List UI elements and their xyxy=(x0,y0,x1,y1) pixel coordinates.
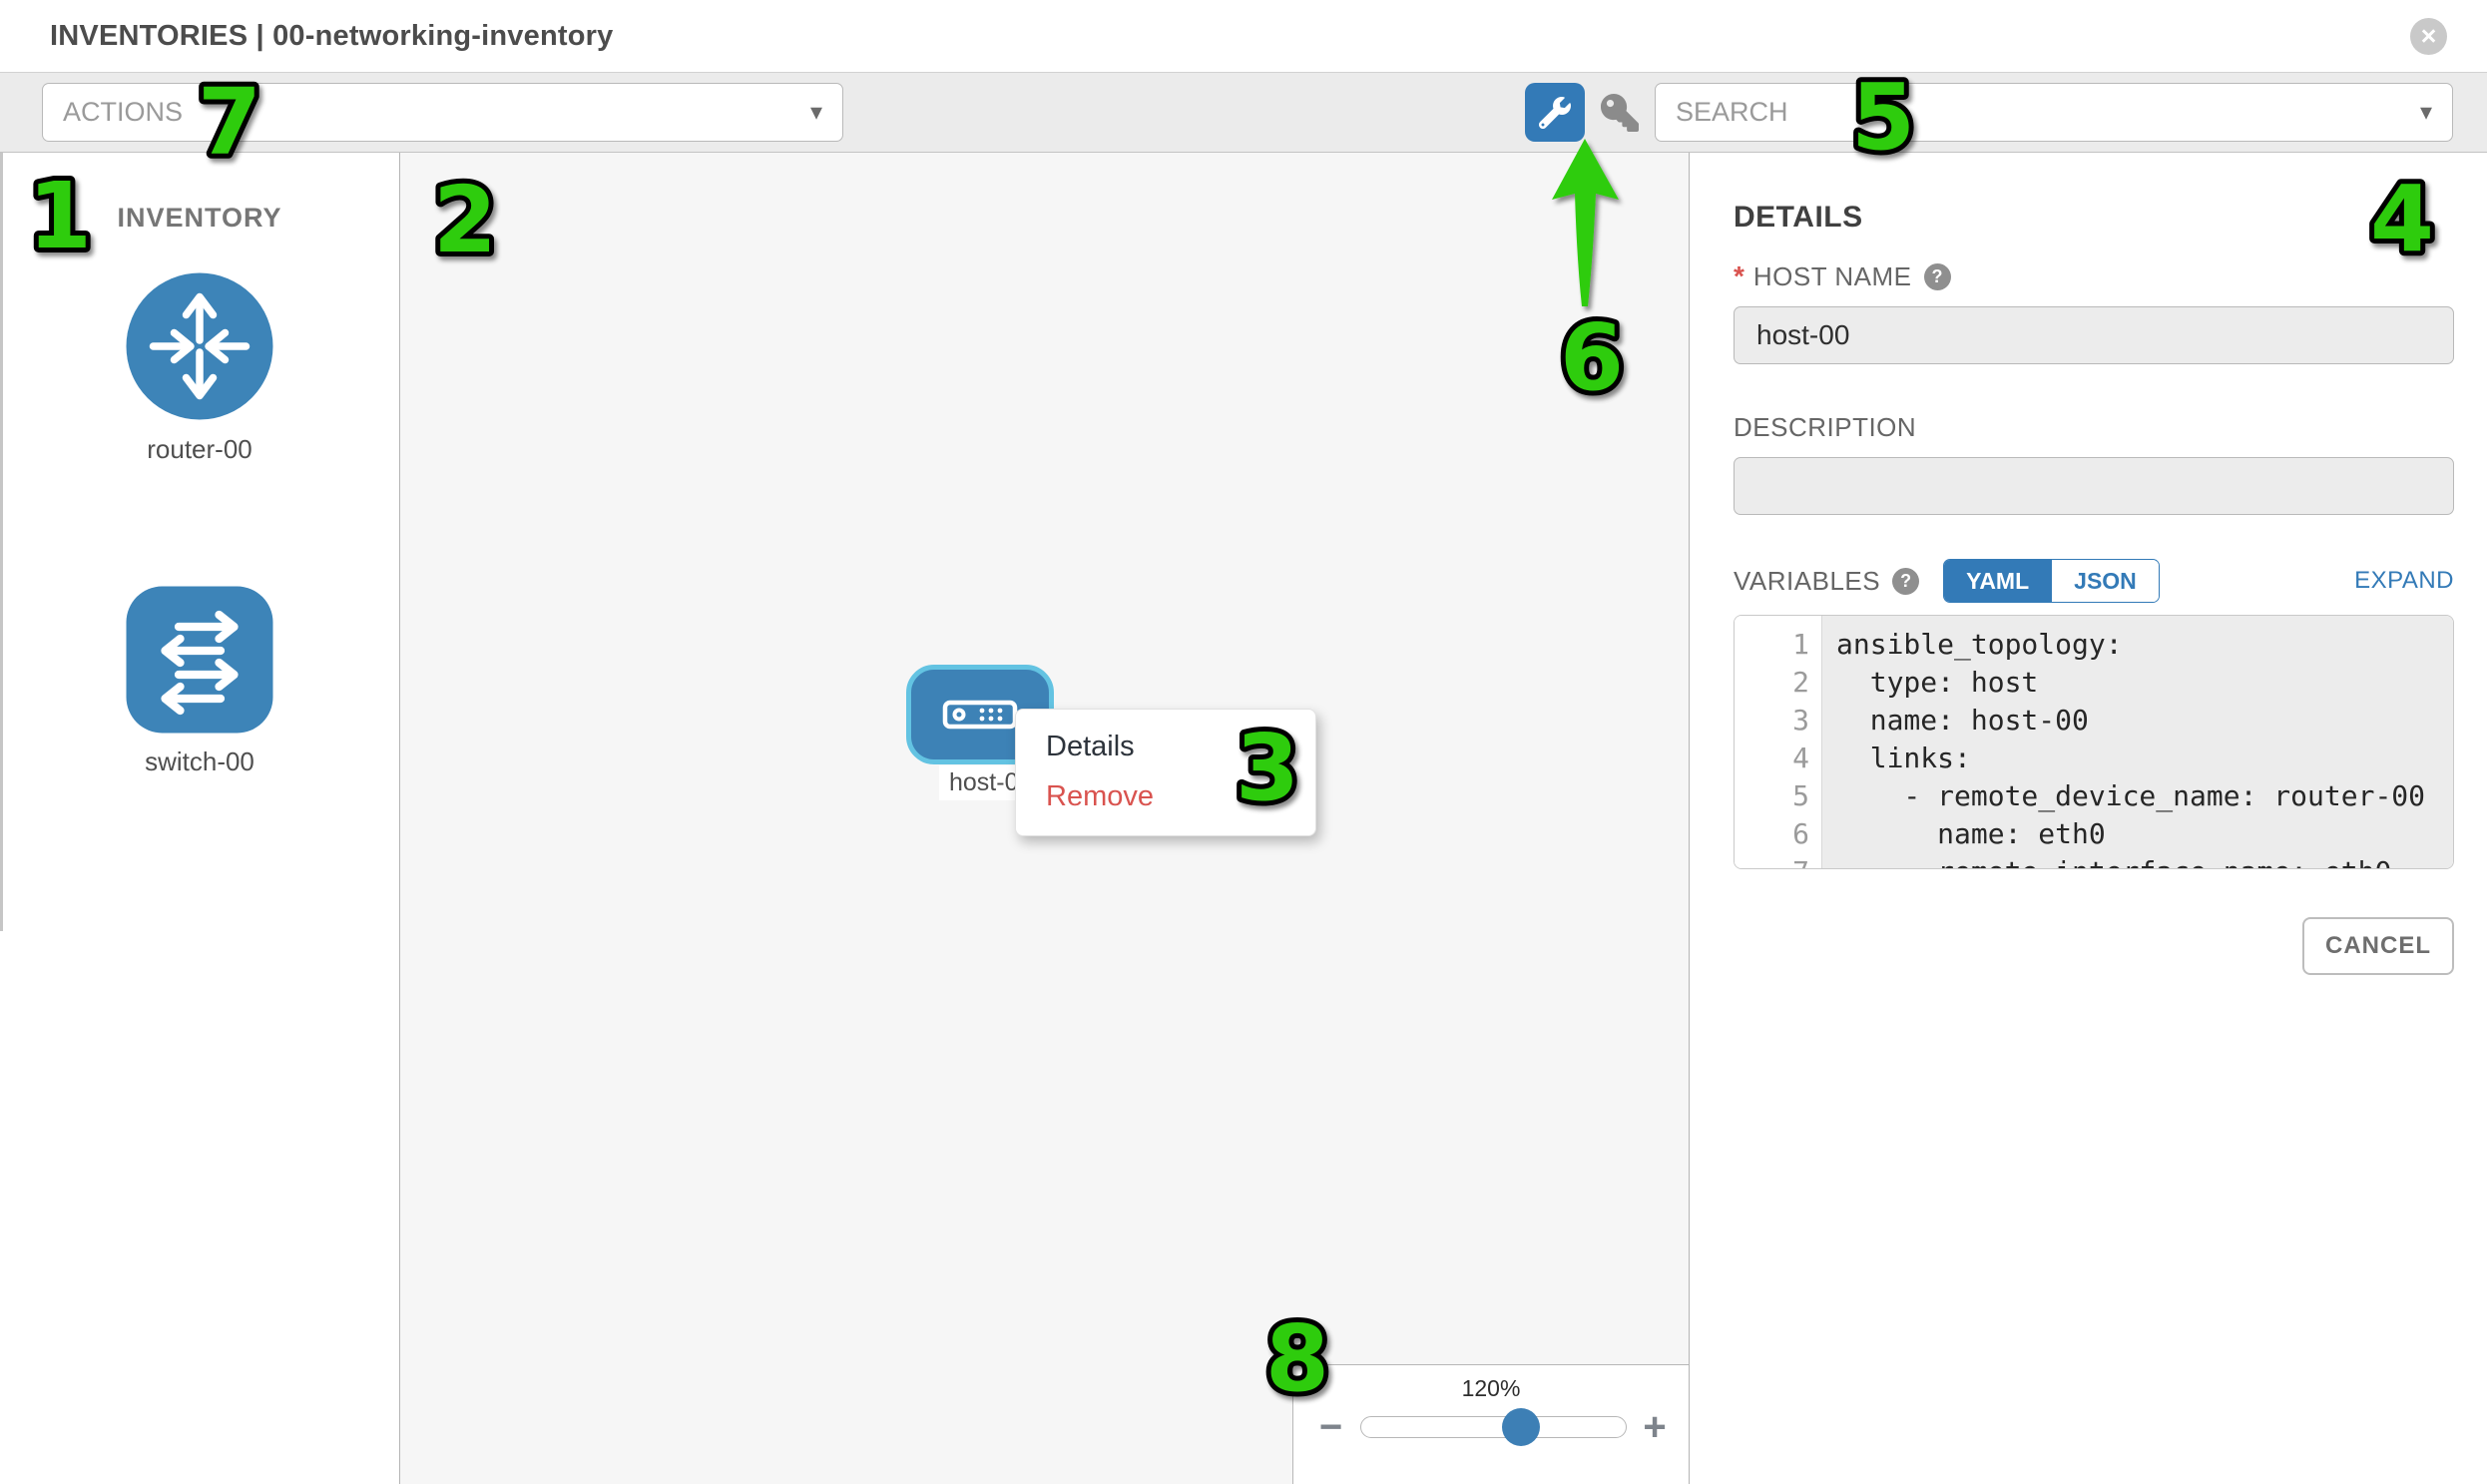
description-label: DESCRIPTION xyxy=(1734,412,1917,442)
switch-icon xyxy=(125,585,274,735)
wrench-icon xyxy=(1539,96,1571,129)
editor-code[interactable]: ansible_topology: type: host name: host-… xyxy=(1822,616,2453,868)
zoom-slider-row: − + xyxy=(1293,1405,1689,1449)
description-label-row: DESCRIPTION xyxy=(1734,412,2454,443)
page-header: INVENTORIES | 00-networking-inventory × xyxy=(0,0,2487,72)
details-panel: DETAILS * HOST NAME ? DESCRIPTION VARIAB… xyxy=(1690,153,2487,1484)
content-area: INVENTORY router-00 xyxy=(0,153,2487,1484)
editor-line-number: 7 xyxy=(1735,853,1821,868)
zoom-slider-thumb[interactable] xyxy=(1502,1408,1541,1446)
router-icon xyxy=(125,270,274,422)
editor-line-number: 5 xyxy=(1792,779,1809,812)
context-menu-item-details[interactable]: Details xyxy=(1046,730,1135,762)
palette-item-label: router-00 xyxy=(147,434,252,464)
cancel-button[interactable]: CANCEL xyxy=(2302,917,2454,975)
inventory-sidebar: INVENTORY router-00 xyxy=(0,153,399,1484)
variables-format-toggle: YAML JSON xyxy=(1943,559,2160,603)
search-dropdown[interactable]: SEARCH ▾ xyxy=(1655,83,2453,142)
variables-label: VARIABLES xyxy=(1734,565,1881,596)
host-name-field[interactable] xyxy=(1734,306,2454,364)
zoom-out-button[interactable]: − xyxy=(1319,1405,1343,1449)
zoom-level-value: 120% xyxy=(1461,1375,1521,1401)
help-icon[interactable]: ? xyxy=(1892,567,1920,595)
chevron-down-icon: ▾ xyxy=(809,99,822,126)
host-name-label-row: * HOST NAME ? xyxy=(1734,260,2454,292)
key-icon xyxy=(1601,93,1639,132)
node-context-menu: Details Remove xyxy=(1015,709,1316,836)
editor-code-line: - remote_device_name: router-00 xyxy=(1836,779,2426,812)
host-icon xyxy=(942,700,1018,730)
help-icon[interactable]: ? xyxy=(1923,262,1951,290)
editor-line-number: 6 xyxy=(1792,817,1809,850)
host-name-label: HOST NAME xyxy=(1752,260,1912,291)
zoom-control-panel: 120% − + xyxy=(1292,1364,1689,1484)
editor-line-number: 3 xyxy=(1792,704,1809,737)
editor-code-line: links: xyxy=(1836,742,1971,774)
editor-line-number: 1 xyxy=(1792,628,1809,661)
description-field[interactable] xyxy=(1734,457,2454,515)
variables-code-editor[interactable]: 1 2 3 4 5 6 7 ansible_topology: type: host nam… xyxy=(1734,615,2454,869)
variables-header-row: VARIABLES ? YAML JSON EXPAND xyxy=(1734,559,2454,603)
editor-gutter: 1 2 3 4 5 6 7 xyxy=(1735,616,1822,868)
editor-code-line: type: host xyxy=(1836,666,2039,699)
expand-link[interactable]: EXPAND xyxy=(2354,567,2454,594)
editor-code-line: name: host-00 xyxy=(1836,704,2089,737)
actions-dropdown-placeholder: ACTIONS xyxy=(63,97,184,127)
editor-code-line: name: eth0 xyxy=(1836,817,2106,850)
topology-canvas[interactable]: host-00 Details Remove 120% − + xyxy=(399,153,1690,1484)
required-asterisk: * xyxy=(1734,260,1744,291)
actions-dropdown[interactable]: ACTIONS ▾ xyxy=(42,83,843,142)
palette-item-router[interactable]: router-00 xyxy=(0,270,399,465)
editor-code-line: remote_interface_name: eth0 xyxy=(1836,853,2453,868)
toolbar: ACTIONS ▾ SEARCH ▾ xyxy=(0,72,2487,153)
sidebar-heading: INVENTORY xyxy=(117,203,282,233)
tab-json[interactable]: JSON xyxy=(2051,560,2159,602)
page-title: INVENTORIES | 00-networking-inventory xyxy=(50,19,614,52)
palette-item-label: switch-00 xyxy=(145,746,254,776)
context-menu-item-remove[interactable]: Remove xyxy=(1046,779,1154,812)
editor-code-line: ansible_topology: xyxy=(1836,628,2123,661)
tools-button[interactable] xyxy=(1525,83,1585,142)
tab-yaml[interactable]: YAML xyxy=(1944,560,2052,602)
form-actions-row: CANCEL xyxy=(1734,917,2454,975)
credentials-button[interactable] xyxy=(1601,93,1639,132)
close-icon[interactable]: × xyxy=(2410,17,2447,55)
search-dropdown-placeholder: SEARCH xyxy=(1676,97,1788,127)
palette-item-switch[interactable]: switch-00 xyxy=(0,585,399,777)
zoom-slider-track[interactable] xyxy=(1360,1408,1628,1446)
chevron-down-icon: ▾ xyxy=(2419,99,2432,126)
zoom-in-button[interactable]: + xyxy=(1643,1405,1667,1449)
sidebar-scrollbar[interactable] xyxy=(0,153,3,931)
editor-line-number: 2 xyxy=(1792,666,1809,699)
editor-line-number: 4 xyxy=(1792,742,1809,774)
details-panel-title: DETAILS xyxy=(1734,201,1863,234)
